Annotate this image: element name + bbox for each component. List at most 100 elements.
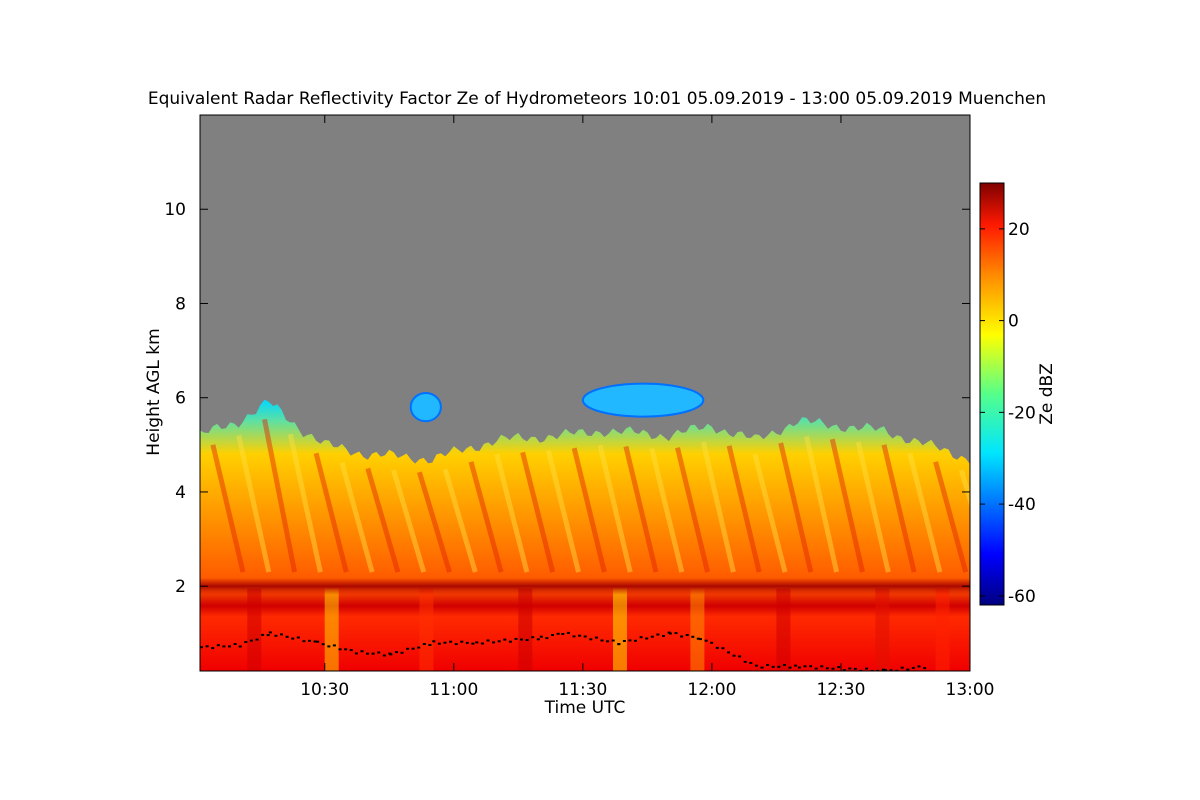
cloud-base-point <box>820 665 824 668</box>
fall-streak <box>752 453 788 573</box>
cloud-base-point <box>551 634 554 636</box>
cloud-base-point <box>556 632 560 635</box>
cloud-base-point <box>656 633 660 636</box>
plot-area <box>200 115 970 671</box>
fall-streak <box>959 469 970 509</box>
cloud-base-point <box>327 645 331 648</box>
cloud-base-point <box>285 635 289 638</box>
rain-shaft <box>518 588 533 671</box>
cloud-base-point <box>211 647 215 650</box>
cloud-base-point <box>699 638 702 641</box>
cloud-base-point <box>727 651 730 654</box>
cloud-base-point <box>680 635 684 638</box>
fall-streak <box>287 433 323 573</box>
cloud-base-point <box>266 634 270 637</box>
cloud-base-point <box>308 639 311 642</box>
x-tick-label: 12:00 <box>687 680 736 700</box>
fall-streak <box>262 418 298 573</box>
cloud-base-point <box>422 643 426 645</box>
fall-streak <box>829 438 865 573</box>
cloud-base-point <box>291 637 295 640</box>
cloud-base-point <box>760 666 764 669</box>
cloud-base-point <box>222 645 226 648</box>
x-tick-label: 12:30 <box>816 680 865 700</box>
cloud-base-point <box>788 666 792 669</box>
cloud-base-point <box>497 640 501 643</box>
cloud-base-point <box>628 639 632 642</box>
cloud-base-point <box>662 635 665 637</box>
rain-shaft <box>935 588 950 671</box>
rain-shaft <box>875 588 890 671</box>
cloud-base-point <box>244 641 248 643</box>
cloud-base-point <box>738 655 742 658</box>
cloud-base-point <box>715 646 719 649</box>
fall-streak <box>675 447 711 573</box>
cloud-base-point <box>876 669 880 671</box>
cloud-base-point <box>233 643 237 645</box>
rain-shaft <box>690 588 705 671</box>
chart-title: Equivalent Radar Reflectivity Factor Ze … <box>148 89 1046 109</box>
cloud-base-point <box>475 641 479 644</box>
cloud-base-point <box>771 665 775 668</box>
reflectivity-field <box>200 382 970 671</box>
cloud-base-point <box>296 636 300 639</box>
fall-streak <box>494 453 530 573</box>
fall-streak <box>623 445 659 573</box>
y-axis-label: Height AGL km <box>144 328 164 455</box>
cloud-base-point <box>710 641 714 644</box>
cloud-base-point <box>394 651 398 654</box>
cloud-base-point <box>572 635 576 638</box>
cloud-base-point <box>261 633 265 636</box>
cloud-base-point <box>406 647 410 650</box>
cloud-base-point <box>428 644 432 646</box>
cloud-base-point <box>881 668 885 671</box>
cloud-base-point <box>503 638 507 641</box>
cloud-base-point <box>316 640 320 643</box>
rain-shaft <box>324 588 339 671</box>
cloud-base-point <box>411 647 415 650</box>
cloud-base-point <box>842 669 846 671</box>
cloud-base-point <box>911 666 915 669</box>
cloud-base-point <box>685 634 689 636</box>
y-tick-label: 10 <box>164 200 186 220</box>
cloud-base-point <box>589 638 593 641</box>
cloud-base-point <box>400 651 404 654</box>
cloud-base-point <box>514 637 518 640</box>
cloud-base-point <box>492 641 496 644</box>
fall-streak <box>210 444 246 573</box>
fall-streak <box>881 444 917 573</box>
cloud-base-point <box>520 638 523 641</box>
cloud-base-point <box>432 640 436 643</box>
cloud-base-point <box>344 648 348 651</box>
cloud-base-point <box>825 667 829 670</box>
cloud-base-point <box>803 665 807 668</box>
cloud-base-point <box>634 639 637 642</box>
rain-shaft <box>776 588 791 671</box>
y-tick-label: 6 <box>175 389 186 409</box>
cloud-base-point <box>889 669 893 671</box>
cloud-base-point <box>313 640 317 643</box>
fall-streak <box>417 471 452 573</box>
cloud-base-point <box>566 631 570 634</box>
fall-streak <box>700 441 736 573</box>
colorbar-tick-label: -60 <box>1008 587 1036 607</box>
fall-streak <box>933 461 969 573</box>
cloud-base-point <box>302 640 306 643</box>
cloud-base-point <box>508 640 512 643</box>
cloud-base-point <box>906 668 910 671</box>
cloud-base-point <box>754 664 758 667</box>
cloud-base-point <box>782 664 786 666</box>
colorbar-tick-label: -20 <box>1008 403 1036 423</box>
cloud-base-point <box>382 654 386 657</box>
x-tick-label: 11:00 <box>429 680 478 700</box>
fall-streak <box>442 468 478 573</box>
fall-streak <box>468 461 504 573</box>
cloud-base-point <box>454 643 458 646</box>
colorbar-tick-label: 0 <box>1008 312 1019 332</box>
colorbar-ticks: 20 0 -20 -40 -60 <box>980 220 1036 607</box>
cloud-base-point <box>578 634 582 637</box>
x-tick-label: 11:30 <box>558 680 607 700</box>
cloud-base-point <box>704 639 708 642</box>
cloud-base-point <box>460 640 464 643</box>
